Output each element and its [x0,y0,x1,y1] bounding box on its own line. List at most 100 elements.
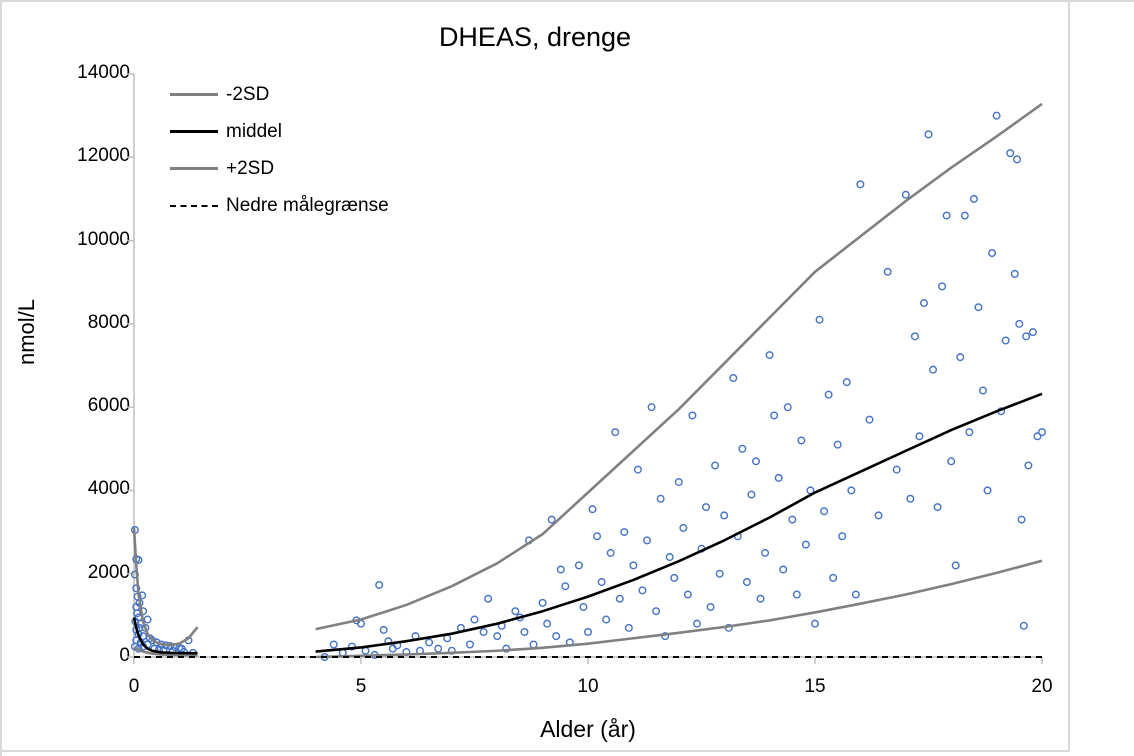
scatter-point [1015,319,1024,328]
scatter-point [829,573,838,582]
legend-label: -2SD [226,83,270,105]
scatter-point [656,494,665,503]
scatter-point [702,503,711,512]
scatter-point [465,640,474,649]
scatter-point [470,615,479,624]
scatter-point [969,194,978,203]
scatter-point [574,561,583,570]
scatter-point [674,478,683,487]
scatter-point [375,580,384,589]
x-axis-label: Alder (år) [540,716,636,742]
scatter-point [584,628,593,637]
scatter-point [820,507,829,516]
scatter-point [824,390,833,399]
scatter-point [661,632,670,641]
scatter-point [638,586,647,595]
y-tick-label: 2000 [87,561,130,583]
scatter-point [892,465,901,474]
scatter-point [579,603,588,612]
y-tick-label: 6000 [87,395,130,417]
x-tick-label: 10 [577,676,599,697]
scatter-point [811,619,820,628]
scatter-point [706,603,715,612]
scatter-point [792,590,801,599]
scatter-point [783,403,792,412]
scatter-point [543,619,552,628]
scatter-point [915,432,924,441]
scatter-point [588,505,597,514]
scatter-point [1024,461,1033,470]
scatter-point [942,211,951,220]
chart-border-left [0,0,2,756]
scatter-point [856,180,865,189]
scatter-point [166,642,175,651]
scatter-point [983,486,992,495]
scatter-point [779,565,788,574]
scatter-point [711,461,720,470]
x-tick-label: 15 [804,676,826,697]
scatter-point [1001,336,1010,345]
legend-swatch-detection-limit [170,204,218,207]
scatter-point [938,282,947,291]
legend-swatch-minus2sd [170,93,218,96]
scatter-point [947,457,956,466]
scatter-point [988,249,997,258]
scatter-point [357,619,366,628]
scatter-point [597,578,606,587]
scatter-point [479,628,488,637]
scatter-point [652,607,661,616]
scatter-point [1013,155,1022,164]
scatter-point [1033,432,1042,441]
scatter-point [756,594,765,603]
scatter-point [797,436,806,445]
y-tick-label: 12000 [77,145,130,167]
scatter-point [683,590,692,599]
scatter-point [906,494,915,503]
scatter-point [688,411,697,420]
chart-frame [0,0,1070,752]
scatter-point [847,486,856,495]
scatter-point [484,594,493,603]
scatter-point [901,190,910,199]
scatter-point [593,532,602,541]
scatter-point [511,607,520,616]
scatter-point [956,353,965,362]
legend-item-plus2sd: +2SD [170,150,389,187]
scatter-point [865,415,874,424]
scatter-point [1017,515,1026,524]
scatter-point [910,332,919,341]
x-tick-label: 0 [128,676,140,697]
scatter-point [838,532,847,541]
y-tick-label: 8000 [87,311,130,333]
scatter-point [529,640,538,649]
scatter-point [329,640,338,649]
scatter-point [379,625,388,634]
scatter-point [851,590,860,599]
scatter-point [715,569,724,578]
scatter-point [774,473,783,482]
scatter-point [1010,269,1019,278]
minus-2sd-curve [315,559,1043,659]
scatter-point [992,111,1001,120]
x-tick-marks [133,657,1043,664]
scatter-point [133,609,142,618]
legend-label: Nedre målegrænse [226,194,389,216]
legend-item-detection-limit: Nedre målegrænse [170,187,389,224]
plus-2sd-curve [315,102,1043,631]
scatter-point [770,411,779,420]
scatter-point [933,503,942,512]
y-tick-label: 0 [119,645,130,666]
scatter-point [929,365,938,374]
scatter-point [520,628,529,637]
scatter-point [493,632,502,641]
legend-item-middel: middel [170,113,389,150]
x-tick-label: 5 [355,676,367,697]
scatter-point [965,428,974,437]
scatter-point [1006,149,1015,158]
chart-title: DHEAS, drenge [438,22,632,52]
legend: -2SD middel +2SD Nedre målegrænse [170,76,389,224]
y-tick-label: 14000 [77,62,130,83]
scatter-point [143,615,152,624]
plus-2sd-infant-curve [132,527,199,647]
minus-2sd-infant-curve [133,646,198,657]
